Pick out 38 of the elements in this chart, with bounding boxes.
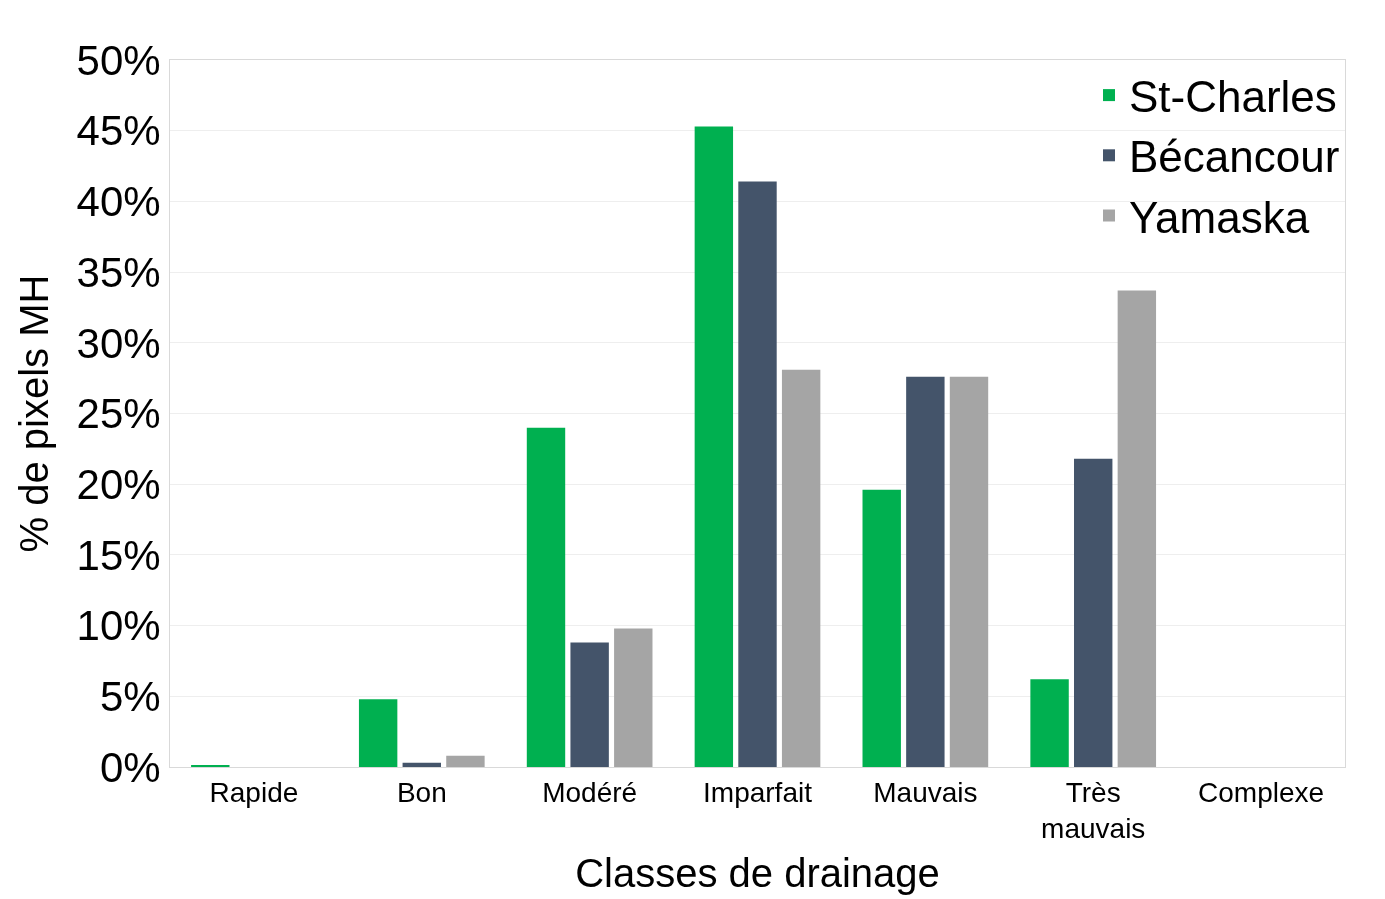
bar (358, 699, 398, 767)
bar (949, 376, 989, 767)
bar (781, 369, 821, 767)
x-tick-label: Mauvais (873, 776, 978, 808)
bar (906, 376, 945, 767)
bar (862, 489, 901, 767)
legend-label: St-Charles (1129, 72, 1337, 122)
bar (446, 755, 485, 767)
bar (570, 642, 609, 767)
y-tick-label: 15% (76, 531, 161, 579)
y-tick-label: 10% (76, 602, 161, 650)
x-tick-label: Complexe (1198, 776, 1325, 808)
legend-label: Yamaska (1129, 192, 1310, 242)
y-axis-title: % de pixels MH (12, 274, 57, 553)
x-tick-label: Rapide (209, 776, 299, 808)
bar (614, 628, 653, 767)
bar (1074, 458, 1113, 767)
bar (694, 126, 734, 767)
y-tick-label: 0% (99, 743, 161, 791)
bar (526, 427, 566, 767)
y-tick-label: 45% (76, 107, 161, 155)
bar (1117, 290, 1157, 767)
x-tick-label: Imparfait (703, 776, 813, 808)
x-tick-label: Bon (396, 776, 447, 808)
y-tick-label: 50% (76, 36, 161, 84)
x-tick-label: Très mauvais (1041, 776, 1146, 844)
bar (1030, 679, 1069, 767)
y-tick-label: 35% (76, 248, 161, 296)
bar (738, 181, 777, 767)
y-tick-label: 25% (76, 390, 161, 438)
legend-label: Bécancour (1129, 132, 1340, 182)
y-tick-label: 5% (99, 673, 161, 720)
x-tick-label: Modéré (542, 776, 638, 808)
bar (402, 762, 441, 767)
y-tick-label: 40% (76, 178, 161, 226)
y-tick-label: 20% (76, 460, 161, 508)
x-axis-title: Classes de drainage (575, 850, 940, 895)
y-tick-label: 30% (76, 319, 161, 367)
